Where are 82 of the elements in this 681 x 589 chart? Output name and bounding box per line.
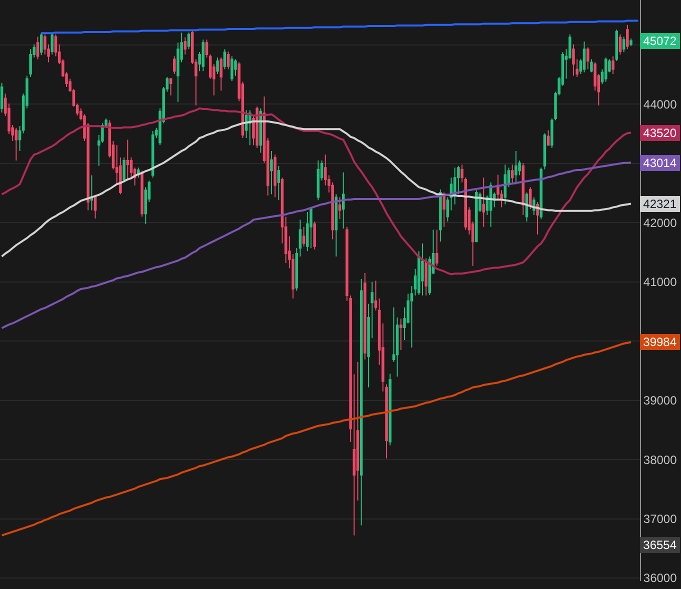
- candlestick: [140, 170, 144, 218]
- candlestick: [184, 36, 187, 55]
- annotation: 43014: [643, 156, 677, 170]
- y-tick-label: 38000: [643, 452, 678, 467]
- annotation: 42321: [643, 197, 677, 211]
- y-tick-label: 37000: [643, 512, 678, 526]
- candlestick: [334, 194, 338, 257]
- candlestick: [630, 38, 632, 47]
- candlestick: [504, 164, 507, 205]
- annotation: 43520: [643, 126, 677, 140]
- candlestick: [482, 177, 485, 228]
- candlestick: [306, 212, 309, 252]
- y-tick-label: 44000: [643, 97, 678, 112]
- line-series: [0, 107, 632, 276]
- candlestick: [0, 82, 4, 114]
- candlestick: [546, 130, 550, 146]
- candlestick: [364, 272, 366, 360]
- candlestick: [439, 189, 442, 242]
- candlestick: [510, 164, 514, 185]
- candlestick: [205, 39, 208, 58]
- candlestick: [435, 229, 438, 266]
- line-series: [0, 120, 632, 258]
- candlestick: [374, 280, 378, 311]
- candlestick: [590, 58, 593, 73]
- candlestick: [536, 201, 539, 236]
- candlestick: [615, 29, 618, 62]
- line-series: [0, 162, 632, 330]
- candlestick: [274, 154, 276, 198]
- candlestick: [338, 196, 342, 220]
- candlestick: [626, 24, 629, 50]
- candlestick: [618, 34, 622, 55]
- annotation: 45072: [643, 34, 677, 48]
- candlestick: [223, 48, 226, 70]
- candlestick: [586, 46, 590, 70]
- candlestick: [316, 160, 320, 201]
- candlestick: [310, 206, 312, 249]
- candlestick: [40, 32, 43, 56]
- candlestick: [342, 172, 345, 230]
- candlestick: [230, 56, 234, 82]
- candlestick: [572, 44, 575, 76]
- candlestick: [604, 56, 608, 82]
- candlestick: [514, 150, 518, 185]
- candlestick: [169, 78, 172, 96]
- candlestick: [173, 56, 176, 75]
- candlestick: [202, 39, 205, 72]
- candlestick: [270, 150, 273, 195]
- candlestick: [313, 221, 316, 250]
- y-tick-label: 39000: [643, 394, 678, 408]
- candlestick: [475, 190, 478, 242]
- candlestick: [612, 56, 614, 75]
- candlestick: [528, 186, 532, 210]
- line-series: [40, 20, 640, 34]
- candlestick: [400, 318, 402, 351]
- candlestick: [256, 106, 258, 149]
- candlestick: [410, 286, 414, 348]
- candlestick: [622, 36, 626, 53]
- candlestick: [360, 278, 363, 526]
- candlestick: [122, 157, 126, 183]
- candlestick: [582, 40, 586, 73]
- candlestick: [29, 48, 32, 78]
- candlestick: [277, 165, 280, 201]
- candlestick: [36, 36, 40, 60]
- y-tick-label: 41000: [643, 275, 678, 290]
- candlestick: [302, 226, 306, 247]
- candlestick: [226, 51, 230, 70]
- candlestick: [442, 192, 446, 228]
- candlestick: [421, 242, 424, 296]
- candlestick: [126, 139, 130, 180]
- candlestick: [50, 32, 54, 55]
- candlestick: [14, 127, 18, 161]
- y-tick-label: 36000: [643, 571, 678, 586]
- candlestick: [187, 32, 190, 50]
- candlestick: [220, 56, 222, 92]
- candlestick: [424, 258, 428, 296]
- annotation: 36554: [643, 538, 677, 552]
- candlestick: [94, 194, 97, 220]
- candlestick: [90, 174, 94, 211]
- candlestick: [388, 373, 392, 446]
- annotation: 39984: [643, 335, 677, 349]
- candlestick: [216, 56, 219, 75]
- line-series: [0, 341, 632, 536]
- y-tick-label: 42000: [643, 216, 678, 230]
